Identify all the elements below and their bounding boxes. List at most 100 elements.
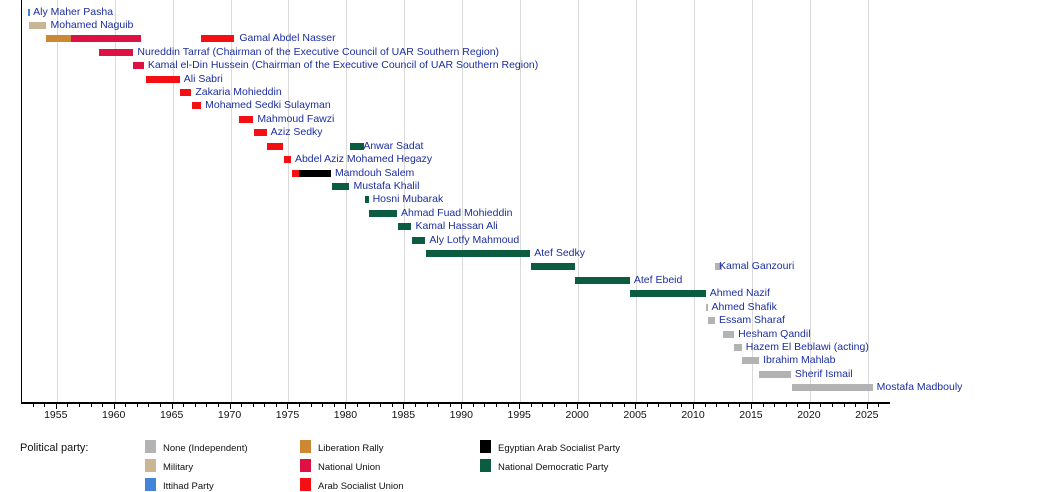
x-tick-minor: [472, 402, 474, 407]
timeline-row[interactable]: Kamal Ganzouri: [0, 260, 1050, 276]
timeline-row[interactable]: Hosni Mubarak: [0, 193, 1050, 209]
x-tick-major: [461, 402, 463, 409]
timeline-bar[interactable]: [267, 142, 284, 150]
timeline-row[interactable]: Ahmed Shafik: [0, 301, 1050, 317]
timeline-bar[interactable]: [299, 169, 331, 177]
timeline-bar[interactable]: [705, 303, 708, 311]
x-tick-minor: [299, 402, 301, 407]
x-tick-minor: [820, 402, 822, 407]
timeline-bar[interactable]: [180, 89, 192, 97]
timeline-row[interactable]: Mustafa Khalil: [0, 180, 1050, 196]
timeline-bar[interactable]: [575, 276, 630, 284]
timeline-row[interactable]: Ibrahim Mahlab: [0, 354, 1050, 370]
timeline-row[interactable]: Gamal Abdel Nasser: [0, 32, 1050, 48]
x-tick-minor: [832, 402, 834, 407]
timeline-bar[interactable]: [530, 263, 575, 271]
timeline-bar[interactable]: [734, 344, 742, 351]
timeline-row[interactable]: Atef Ebeid: [0, 273, 1050, 290]
row-label-name: Atef Ebeid: [633, 273, 683, 286]
x-tick-minor: [565, 402, 567, 407]
timeline-row[interactable]: Aly Maher Pasha: [0, 6, 1050, 22]
timeline-bar[interactable]: [29, 21, 47, 29]
timeline-bar[interactable]: [238, 115, 254, 123]
timeline-bar[interactable]: [397, 223, 412, 231]
timeline-row[interactable]: Aly Lotfy Mahmoud: [0, 234, 1050, 250]
x-tick-minor: [843, 402, 845, 407]
legend-item[interactable]: National Union: [300, 459, 380, 473]
timeline-bar[interactable]: [350, 142, 364, 150]
timeline-bar[interactable]: [412, 236, 426, 244]
legend-item[interactable]: Egyptian Arab Socialist Party: [480, 440, 620, 454]
x-tick-major: [55, 402, 57, 409]
x-tick-major: [693, 402, 695, 409]
timeline-row[interactable]: Atef Sedky: [0, 247, 1050, 263]
timeline-bar[interactable]: [291, 169, 300, 177]
row-label-name: Essam Sharaf: [719, 314, 785, 327]
timeline-row[interactable]: Nureddin Tarraf (Chairman of the Executi…: [0, 45, 1050, 62]
timeline-row[interactable]: Kamal Hassan Ali: [0, 220, 1050, 236]
x-tick-label: 1980: [333, 409, 358, 421]
timeline-row[interactable]: Sherif Ismail: [0, 368, 1050, 384]
timeline-row[interactable]: Mostafa Madbouly: [0, 381, 1050, 397]
timeline-row[interactable]: Hesham Qandil: [0, 328, 1050, 344]
row-label: Essam Sharaf: [719, 314, 785, 327]
timeline-bar[interactable]: [27, 8, 30, 16]
timeline-bar[interactable]: [425, 250, 531, 258]
legend-item[interactable]: Military: [145, 459, 193, 473]
timeline-row[interactable]: Hazem El Beblawi (acting): [0, 341, 1050, 357]
x-tick-major: [635, 402, 637, 409]
x-tick-minor: [530, 402, 532, 407]
legend-item[interactable]: National Democratic Party: [480, 459, 608, 473]
timeline-bar[interactable]: [284, 156, 291, 164]
row-label: Aly Lotfy Mahmoud: [429, 234, 519, 247]
gridline: [867, 0, 869, 402]
timeline-bar[interactable]: [253, 129, 267, 137]
timeline-bar[interactable]: [98, 48, 134, 56]
timeline-bar[interactable]: [791, 384, 873, 392]
legend-item[interactable]: None (Independent): [145, 440, 248, 454]
legend-item[interactable]: Liberation Rally: [300, 440, 383, 454]
timeline-bar[interactable]: [630, 290, 706, 298]
legend-item[interactable]: Arab Socialist Union: [300, 478, 404, 492]
timeline-bar[interactable]: [191, 102, 202, 110]
x-tick-major: [229, 402, 231, 409]
plot-area: [21, 0, 890, 402]
timeline-bar[interactable]: [707, 317, 716, 325]
timeline-bar[interactable]: [133, 62, 144, 70]
timeline-row[interactable]: Abdel Aziz Mohamed Hegazy: [0, 153, 1050, 169]
legend-swatch-icon: [145, 478, 156, 491]
timeline-row[interactable]: Anwar Sadat: [0, 140, 1050, 156]
timeline-bar[interactable]: [331, 182, 350, 190]
timeline-row[interactable]: Mamdouh Salem: [0, 167, 1050, 183]
gridline: [230, 0, 232, 402]
timeline-row[interactable]: Kamal el-Din Hussein (Chairman of the Ex…: [0, 59, 1050, 75]
timeline-row[interactable]: Mahmoud Fawzi: [0, 113, 1050, 129]
timeline-bar[interactable]: [722, 330, 735, 338]
legend-item[interactable]: Ittihad Party: [145, 478, 214, 492]
x-tick-major: [519, 402, 521, 409]
timeline-bar[interactable]: [741, 357, 760, 365]
x-tick-label: 2010: [681, 409, 705, 421]
timeline-row[interactable]: Zakaria Mohieddin: [0, 86, 1050, 102]
timeline-bar[interactable]: [145, 75, 180, 83]
timeline-row[interactable]: Mohamed Naguib: [0, 19, 1050, 35]
timeline-bar[interactable]: [200, 35, 235, 43]
timeline-row[interactable]: Ahmed Nazif: [0, 287, 1050, 303]
timeline-row[interactable]: Ali Sabri: [0, 73, 1050, 89]
row-label-name: Gamal Abdel Nasser: [239, 32, 336, 45]
timeline-bar[interactable]: [368, 209, 397, 217]
x-tick-minor: [496, 402, 498, 407]
x-tick-minor: [32, 402, 34, 407]
timeline-bar[interactable]: [759, 370, 791, 378]
timeline-row[interactable]: Aziz Sedky: [0, 126, 1050, 142]
timeline-row[interactable]: Essam Sharaf: [0, 314, 1050, 330]
timeline-bar[interactable]: [70, 35, 142, 43]
legend-swatch-icon: [480, 459, 491, 472]
timeline-row[interactable]: Mohamed Sedki Sulayman: [0, 99, 1050, 115]
row-label-name: Nureddin Tarraf: [137, 45, 210, 58]
timeline-row[interactable]: Ahmad Fuad Mohieddin: [0, 207, 1050, 223]
timeline-bar[interactable]: [715, 263, 722, 271]
x-tick-minor: [797, 402, 799, 407]
timeline-bar[interactable]: [46, 35, 71, 43]
timeline-bar[interactable]: [365, 196, 369, 204]
